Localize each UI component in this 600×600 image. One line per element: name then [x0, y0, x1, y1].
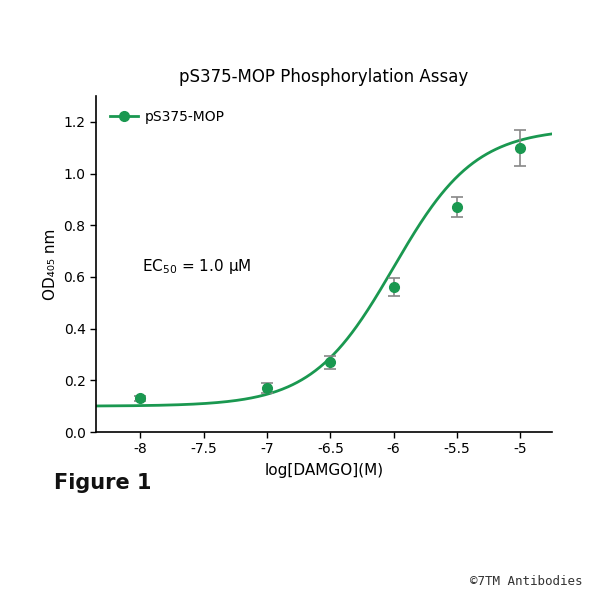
Title: pS375-MOP Phosphorylation Assay: pS375-MOP Phosphorylation Assay	[179, 68, 469, 86]
Y-axis label: OD₄₀₅ nm: OD₄₀₅ nm	[43, 229, 58, 299]
Text: Figure 1: Figure 1	[54, 473, 151, 493]
Text: EC$_{50}$ = 1.0 μM: EC$_{50}$ = 1.0 μM	[142, 257, 251, 276]
Text: ©7TM Antibodies: ©7TM Antibodies	[470, 575, 582, 588]
Legend: pS375-MOP: pS375-MOP	[103, 103, 232, 131]
X-axis label: log[DAMGO](M): log[DAMGO](M)	[265, 463, 383, 478]
